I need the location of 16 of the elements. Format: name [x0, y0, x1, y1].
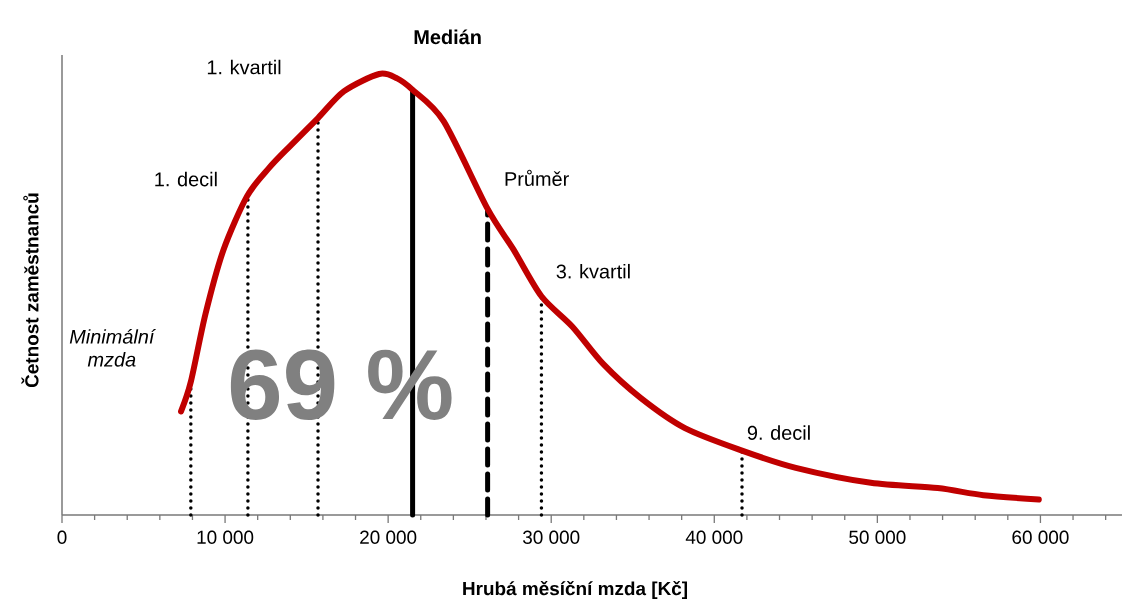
y-axis-title: Četnost zaměstnanců: [21, 193, 39, 388]
x-axis-title: Hrubá měsíční mzda [Kč]: [463, 580, 687, 600]
ref-line-label: 9. decil: [747, 425, 810, 440]
x-tick-label: 0: [57, 530, 67, 544]
ref-line-label: 1. kvartil: [207, 59, 281, 75]
ref-line-label: Průměr: [505, 169, 569, 187]
x-tick-label: 30 000: [522, 530, 580, 544]
x-tick-label: 50 000: [849, 530, 906, 544]
ref-line-label: 3. kvartil: [556, 263, 630, 279]
ref-line-label: 1. decil: [155, 171, 217, 187]
x-tick-label: 40 000: [685, 530, 743, 544]
x-tick-label: 10 000: [197, 530, 254, 544]
x-tick-label: 60 000: [1012, 530, 1069, 544]
ref-line-label: Minimální mzda: [69, 328, 157, 367]
x-tick-label: 20 000: [360, 530, 417, 544]
ref-line-label: Medián: [414, 29, 481, 45]
